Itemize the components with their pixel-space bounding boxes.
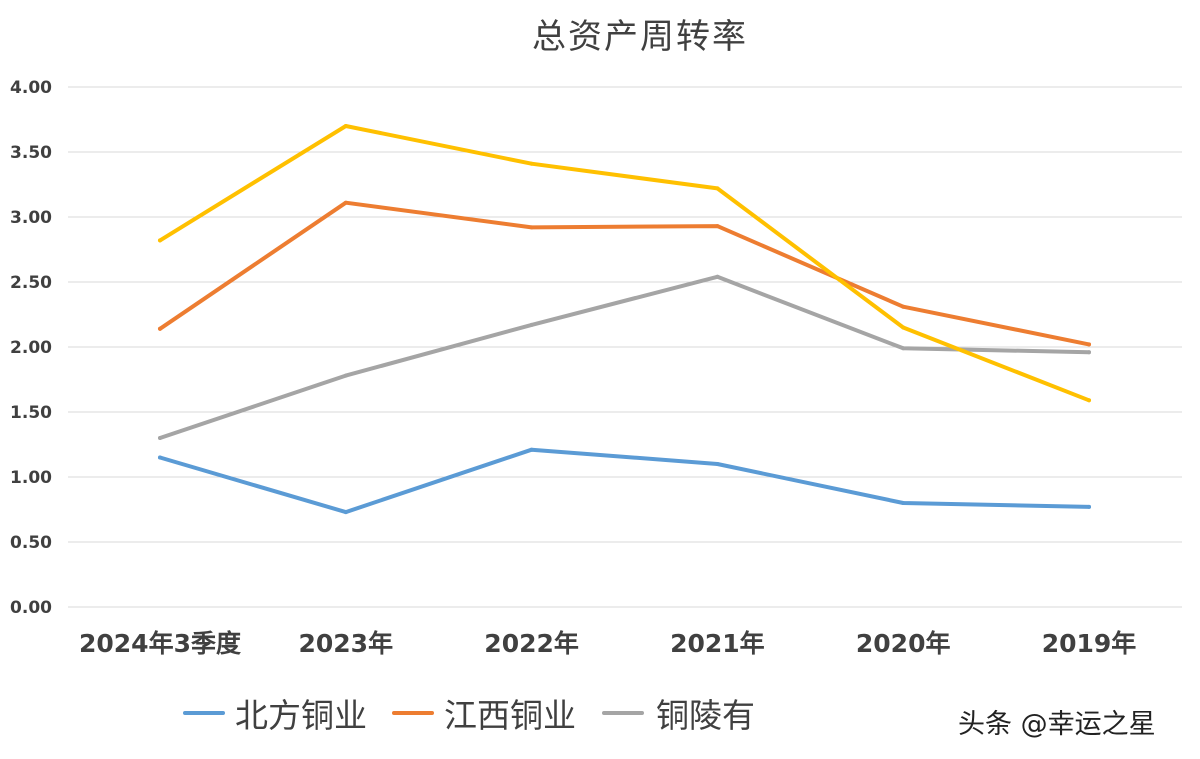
x-tick-label: 2024年3季度 <box>79 629 241 658</box>
x-tick-label: 2022年 <box>484 629 579 658</box>
data-point <box>901 304 906 309</box>
data-point <box>1087 504 1091 509</box>
y-tick-label: 1.00 <box>10 468 52 488</box>
y-tick-label: 2.50 <box>10 273 52 293</box>
data-point <box>715 462 720 466</box>
data-point <box>529 161 534 166</box>
data-point <box>343 373 348 378</box>
series-line-2 <box>158 200 1091 347</box>
data-point <box>901 501 906 505</box>
gridlines <box>68 86 1182 608</box>
legend-label: 北方铜业 <box>235 696 367 735</box>
data-point <box>529 225 534 230</box>
watermark-text: 头条 @幸运之星 <box>958 709 1156 740</box>
series-line-4 <box>158 124 1091 403</box>
y-tick-label: 2.00 <box>10 338 52 358</box>
y-tick-label: 0.50 <box>10 533 52 553</box>
data-point <box>1087 342 1091 347</box>
y-tick-label: 1.50 <box>10 403 52 423</box>
x-tick-label: 2023年 <box>299 629 394 658</box>
series-lines <box>158 124 1091 515</box>
data-point <box>158 326 162 331</box>
chart-title: 总资产周转率 <box>532 17 748 57</box>
data-point <box>901 346 906 351</box>
data-point <box>715 224 720 229</box>
data-point <box>529 322 534 327</box>
y-tick-label: 4.00 <box>10 78 52 98</box>
series-line-1 <box>158 447 1091 515</box>
data-point <box>158 436 162 440</box>
legend: 北方铜业 江西铜业 铜陵有 <box>183 696 755 735</box>
data-point <box>158 455 162 460</box>
y-axis-ticks: 0.00 0.50 1.00 1.50 2.00 2.50 3.00 3.50 4.00 <box>10 78 52 618</box>
data-point <box>529 447 534 452</box>
x-tick-label: 2020年 <box>856 629 951 658</box>
data-point <box>343 200 348 205</box>
data-point <box>1087 350 1091 355</box>
data-point <box>343 510 348 515</box>
data-point <box>158 238 162 243</box>
data-point <box>715 274 720 279</box>
x-tick-label: 2019年 <box>1042 629 1137 658</box>
x-axis-ticks: 2024年3季度 2023年 2022年 2021年 2020年 2019年 <box>79 629 1136 658</box>
y-tick-label: 3.00 <box>10 208 52 228</box>
data-point <box>1087 398 1091 403</box>
data-point <box>715 186 720 191</box>
x-tick-label: 2021年 <box>670 629 765 658</box>
series-line-3 <box>158 274 1091 440</box>
legend-label: 铜陵有 <box>656 696 755 735</box>
y-tick-label: 0.00 <box>10 598 52 618</box>
y-tick-label: 3.50 <box>10 143 52 163</box>
legend-label: 江西铜业 <box>444 696 576 735</box>
data-point <box>343 124 348 128</box>
data-point <box>901 325 906 330</box>
